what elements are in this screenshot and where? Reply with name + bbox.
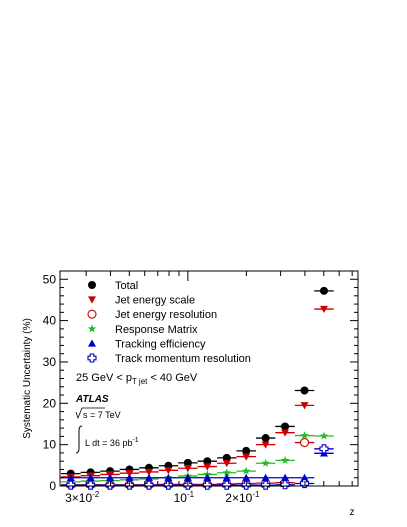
data-point — [183, 465, 192, 473]
data-point — [299, 438, 310, 448]
y-axis-title: Systematic Uncertainty (%) — [22, 318, 33, 439]
data-point — [319, 444, 329, 454]
data-point — [203, 473, 212, 481]
y-tick-label: 0 — [49, 479, 56, 493]
data-point — [280, 455, 290, 464]
cut-label: 25 GeV < pT jet < 40 GeV — [76, 372, 198, 386]
data-point — [300, 402, 309, 410]
data-point — [203, 463, 212, 471]
y-tick-label: 30 — [43, 355, 57, 369]
data-point — [86, 473, 95, 481]
data-point — [183, 458, 192, 467]
data-point — [163, 480, 173, 490]
data-point — [222, 468, 231, 477]
data-point — [261, 480, 271, 490]
legend-marker — [88, 296, 96, 304]
data-point — [222, 480, 232, 490]
data-point — [319, 286, 328, 295]
y-tick-label: 50 — [43, 272, 57, 286]
data-point — [203, 457, 212, 466]
data-point — [202, 480, 212, 490]
data-point — [261, 441, 270, 449]
y-tick-label: 20 — [43, 396, 57, 410]
data-point — [241, 466, 251, 475]
x-axis-title: z — [350, 507, 355, 518]
data-point — [242, 453, 251, 461]
data-point — [164, 473, 173, 481]
atlas-label: ATLAS — [75, 394, 109, 405]
sqrt-s-label: s = 7 TeV — [83, 410, 121, 420]
legend-marker — [87, 324, 97, 333]
data-point — [281, 473, 290, 481]
data-point — [222, 460, 231, 468]
data-point — [319, 431, 329, 440]
y-tick-label: 40 — [43, 314, 57, 328]
data-point — [281, 429, 290, 437]
data-point — [66, 480, 76, 490]
integral-sign — [75, 425, 83, 454]
data-point — [300, 431, 309, 440]
legend-marker — [88, 281, 96, 289]
legend-marker — [88, 339, 96, 347]
data-point — [222, 473, 231, 481]
data-point — [164, 467, 173, 475]
legend-label: Jet energy scale — [115, 295, 195, 307]
data-point — [261, 458, 270, 467]
data-point — [242, 446, 251, 455]
legend-label: Track momentum resolution — [115, 353, 251, 365]
data-point — [319, 305, 328, 314]
data-point — [261, 473, 270, 481]
legend-marker — [87, 353, 97, 363]
luminosity-label: L dt = 36 pb-1 — [85, 437, 139, 448]
data-point — [125, 469, 134, 478]
data-point — [261, 434, 270, 443]
legend-label: Jet energy resolution — [115, 309, 217, 321]
data-point — [144, 468, 153, 476]
legend-label: Total — [115, 280, 138, 292]
data-point — [222, 453, 231, 462]
legend-label: Response Matrix — [115, 324, 198, 336]
data-point — [300, 386, 309, 395]
y-tick-label: 10 — [43, 438, 57, 452]
x-tick-label: 3×10-2 — [65, 490, 100, 505]
data-point — [66, 473, 75, 481]
legend-marker — [87, 309, 97, 319]
data-point — [144, 473, 153, 481]
data-point — [242, 473, 251, 481]
legend-label: Tracking efficiency — [115, 338, 206, 350]
data-point — [106, 473, 115, 481]
x-tick-label: 2×10-1 — [225, 490, 260, 505]
sqrt-sign — [75, 407, 105, 420]
data-point — [281, 422, 290, 431]
data-point — [125, 473, 134, 481]
